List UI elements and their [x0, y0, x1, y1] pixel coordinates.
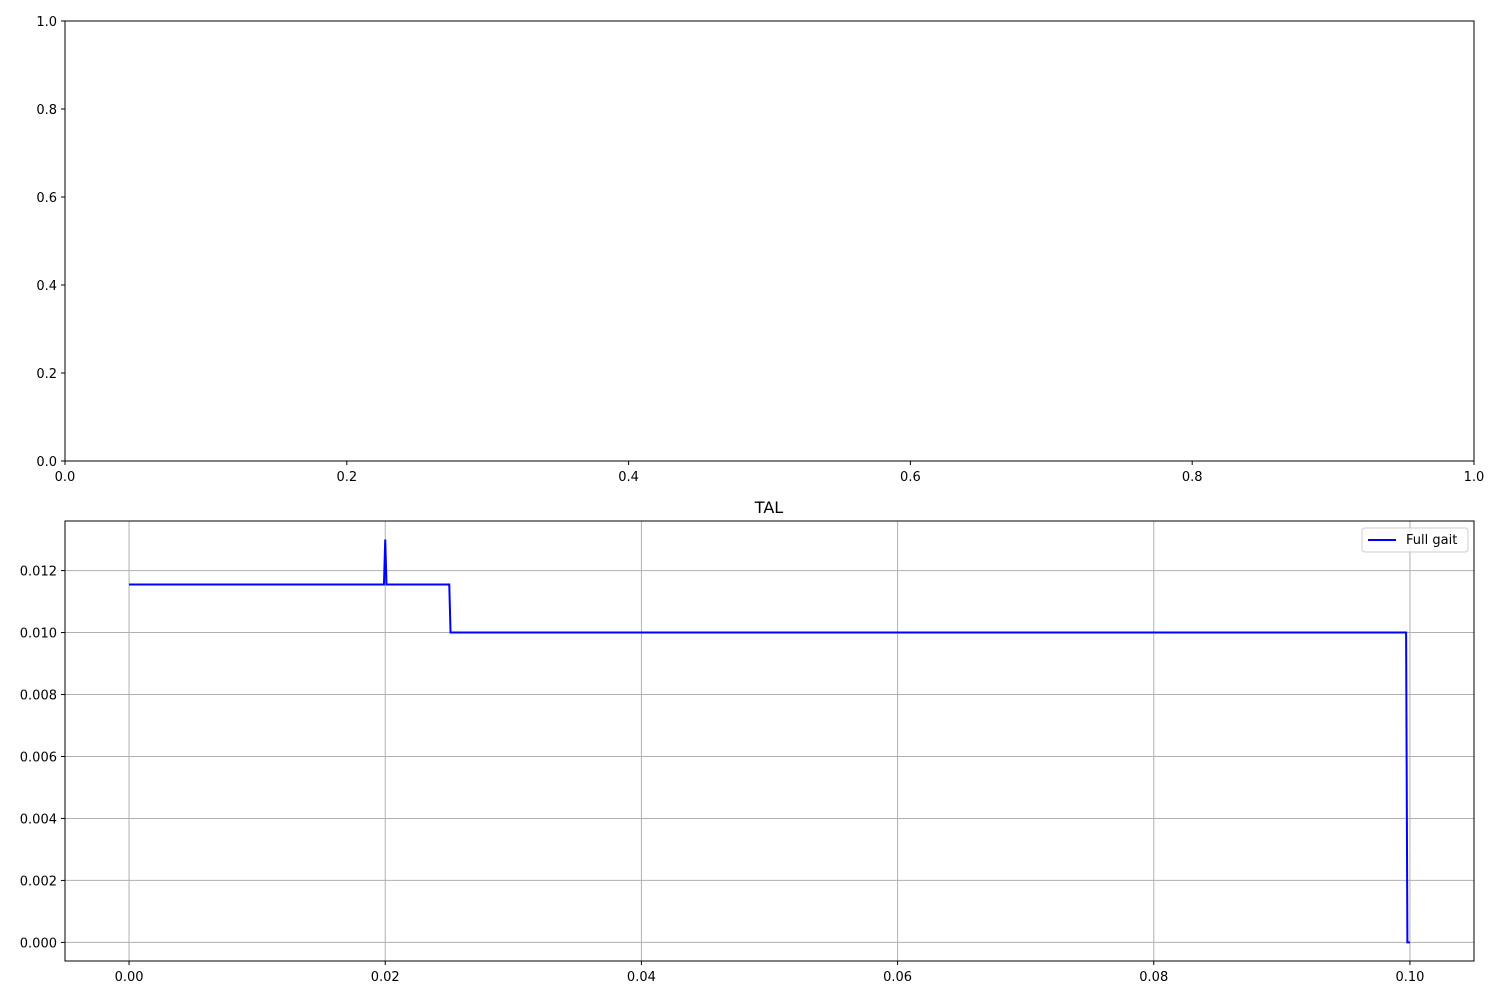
x-tick-label: 0.2	[336, 470, 357, 485]
top-plot-frame	[64, 20, 1475, 462]
x-tick-label: 1.0	[1464, 470, 1485, 485]
series-line-full-gait	[129, 539, 1410, 944]
y-tick-label: 0.2	[36, 367, 57, 382]
y-tick-label: 1.0	[36, 15, 57, 30]
y-tick-label: 0.6	[36, 191, 57, 206]
y-tick-label: 0.008	[20, 689, 57, 704]
y-tick-label: 0.4	[36, 279, 57, 294]
x-tick-label: 0.08	[1139, 970, 1168, 985]
legend: Full gait	[1361, 527, 1469, 553]
tal-x-axis: 0.00 0.02 0.04 0.06 0.08 0.10	[115, 961, 1424, 985]
y-tick-label: 0.012	[20, 565, 57, 580]
y-tick-label: 0.002	[20, 874, 57, 889]
y-tick-label: 0.004	[20, 812, 57, 827]
y-tick-label: 0.006	[20, 750, 57, 765]
tal-series	[129, 539, 1410, 944]
x-tick-label: 0.06	[883, 970, 912, 985]
x-tick-label: 0.00	[115, 970, 144, 985]
top-y-axis: 0.0 0.2 0.4 0.6 0.8 1.0	[36, 15, 65, 470]
x-tick-label: 0.8	[1182, 470, 1203, 485]
top-x-axis: 0.0 0.2 0.4 0.6 0.8 1.0	[55, 461, 1485, 485]
x-tick-label: 0.0	[55, 470, 76, 485]
x-tick-label: 0.04	[627, 970, 656, 985]
tal-plot-frame	[64, 520, 1475, 962]
legend-box	[1361, 527, 1469, 553]
x-tick-label: 0.02	[371, 970, 400, 985]
chart-title: TAL	[754, 498, 783, 517]
tal-chart: TAL 0.00 0.02 0.04 0.06 0.08 0.10 0.0000.0020…	[20, 498, 1475, 985]
y-tick-label: 0.010	[20, 627, 57, 642]
y-tick-label: 0.000	[20, 936, 57, 951]
legend-label-full-gait: Full gait	[1406, 533, 1457, 548]
x-tick-label: 0.6	[900, 470, 921, 485]
tal-y-axis: 0.000 0.002 0.004 0.006 0.008 0.010 0.012	[20, 565, 65, 951]
y-tick-label: 0.0	[36, 455, 57, 470]
x-tick-label: 0.4	[618, 470, 639, 485]
y-tick-label: 0.8	[36, 103, 57, 118]
top-empty-chart: 0.0 0.2 0.4 0.6 0.8 1.0 0.0 0.2 0.4 0.6 0.8 1.0	[36, 15, 1484, 485]
x-tick-label: 0.10	[1395, 970, 1424, 985]
